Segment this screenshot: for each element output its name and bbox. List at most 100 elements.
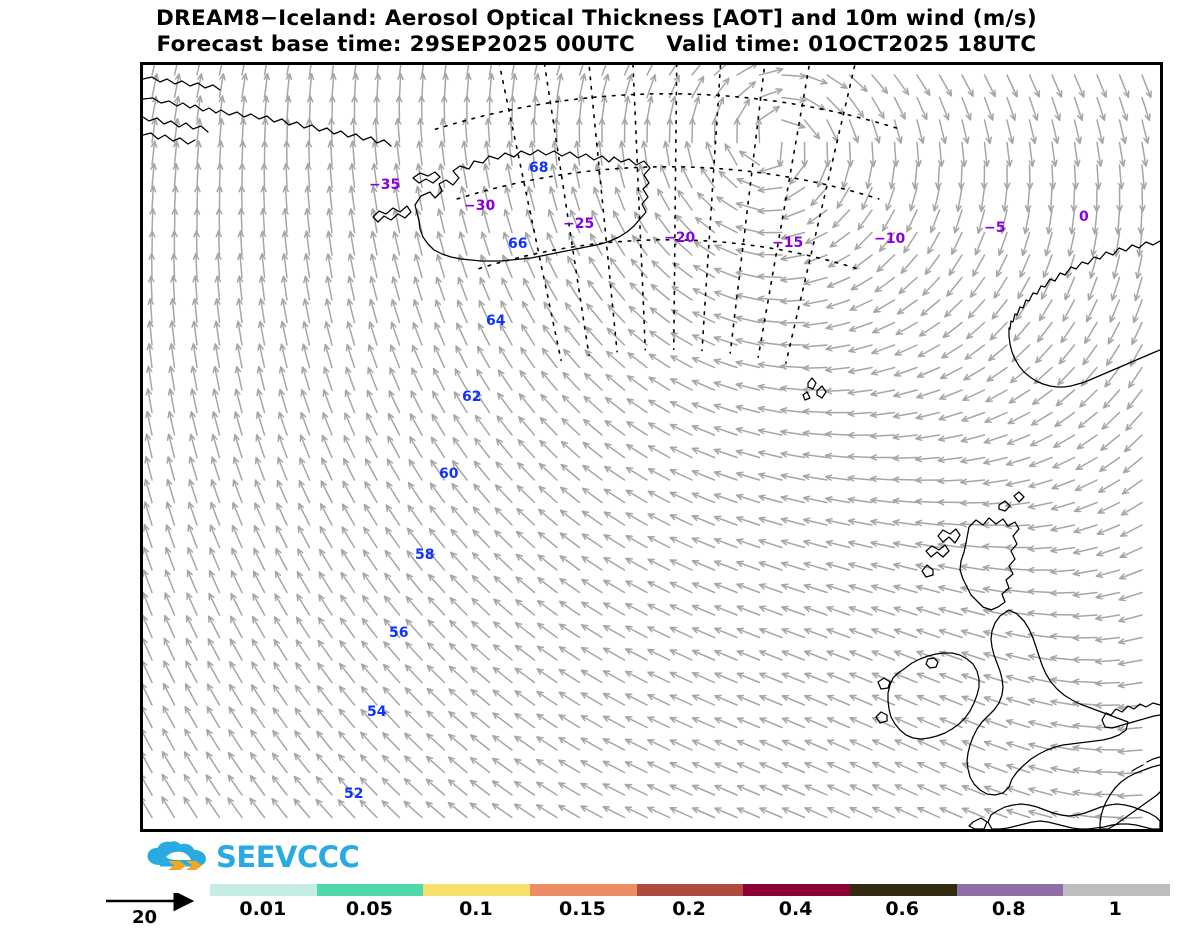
aot-band-0.01[interactable] <box>210 884 317 896</box>
wind-arrow <box>514 690 536 706</box>
wind-arrow <box>162 705 176 729</box>
wind-arrow <box>870 540 896 549</box>
wind-arrow <box>580 737 603 751</box>
aot-band-0.15[interactable] <box>530 884 637 896</box>
aot-band-1[interactable] <box>1063 884 1171 896</box>
wind-arrow <box>143 729 153 751</box>
wind-arrow <box>425 755 446 774</box>
aot-band-0.2[interactable] <box>636 884 744 896</box>
wind-arrow <box>669 626 693 639</box>
wind-arrow <box>144 455 153 481</box>
wind-arrow <box>518 393 536 414</box>
wind-arrow <box>430 459 446 481</box>
wind-arrow <box>927 231 941 255</box>
wind-arrow <box>1050 810 1076 819</box>
wind-arrow <box>626 421 648 436</box>
wind-arrow <box>596 140 604 166</box>
wind-arrow <box>582 464 603 481</box>
aot-band-0.8[interactable] <box>956 884 1064 896</box>
wind-arrow <box>229 661 243 684</box>
wind-arrow <box>865 164 873 190</box>
wind-arrow <box>691 604 716 616</box>
wind-arrow <box>713 65 731 76</box>
wind-arrow <box>892 411 918 420</box>
wind-arrow <box>338 685 356 706</box>
wind-arrow <box>212 365 221 391</box>
wind-arrow <box>780 473 806 481</box>
wind-arrow <box>959 478 986 486</box>
wind-arrow <box>166 478 176 504</box>
wind-arrow <box>427 573 446 594</box>
wind-arrow <box>691 784 716 796</box>
wind-arrow <box>826 807 851 819</box>
wind-arrow <box>601 65 607 76</box>
wind-arrow <box>1109 299 1121 323</box>
wind-arrow <box>894 344 918 356</box>
wind-arrow <box>491 780 513 796</box>
wind-arrow <box>412 321 423 346</box>
wind-arrow <box>384 549 401 571</box>
wind-arrow <box>758 88 783 99</box>
wind-arrow <box>895 321 918 336</box>
wind-arrow <box>280 320 288 346</box>
wind-arrow <box>705 141 716 166</box>
wind-arrow <box>320 480 333 504</box>
wind-arrow <box>938 119 948 145</box>
wind-arrow <box>471 574 491 594</box>
wind-arrow <box>736 762 761 774</box>
wind-arrow <box>558 782 581 796</box>
wind-arrow <box>343 435 356 459</box>
aot-band-0.4[interactable] <box>743 884 851 896</box>
wind-arrow <box>1101 411 1121 430</box>
wind-arrow <box>802 451 828 459</box>
wind-arrow <box>603 488 626 504</box>
wind-arrow <box>691 717 716 729</box>
wind-arrow <box>495 438 513 459</box>
wind-arrow <box>273 638 288 661</box>
wind-arrow <box>361 617 378 639</box>
wind-arrow <box>983 718 1008 729</box>
wind-arrow <box>826 276 851 288</box>
wind-arrow <box>304 162 312 189</box>
wind-arrow <box>983 785 1008 796</box>
aot-colorbar[interactable] <box>210 884 1171 896</box>
wind-arrow <box>389 344 401 369</box>
wind-arrow <box>190 365 198 391</box>
aot-band-0.1[interactable] <box>423 884 531 896</box>
wind-arrow <box>433 344 446 369</box>
wind-arrow <box>538 462 558 481</box>
wind-arrow <box>738 150 761 166</box>
wind-arrow <box>892 433 918 441</box>
wind-arrow <box>961 96 972 121</box>
wind-arrow <box>300 411 311 436</box>
wind-arrow <box>713 425 738 436</box>
wind-arrow <box>804 694 828 706</box>
wind-arrow <box>1096 119 1105 145</box>
wind-arrow <box>465 72 472 99</box>
wind-arrow <box>281 230 289 256</box>
wind-arrow <box>1141 141 1149 167</box>
colorbar-tick-label: 1 <box>1108 898 1122 920</box>
map-plot-area[interactable]: {} <box>140 62 1163 832</box>
wind-arrow <box>849 694 873 706</box>
wind-arrow <box>960 456 986 464</box>
wind-arrow <box>628 305 648 324</box>
wind-arrow <box>536 599 558 616</box>
wind-arrow <box>684 140 693 166</box>
wind-arrow <box>1105 344 1121 367</box>
wind-arrow <box>360 731 378 751</box>
wind-arrow <box>582 441 603 459</box>
wind-arrow <box>510 72 518 99</box>
wind-arrow <box>603 465 626 481</box>
wind-arrow <box>736 784 761 796</box>
aot-band-0.05[interactable] <box>316 884 424 896</box>
wind-arrow <box>1049 633 1076 640</box>
wind-arrow <box>625 489 648 504</box>
wind-arrow <box>735 315 761 324</box>
wind-arrow <box>781 739 806 751</box>
wind-arrow <box>395 95 403 121</box>
wind-arrow <box>758 561 783 571</box>
wind-arrow <box>276 502 288 526</box>
aot-band-0.6[interactable] <box>850 884 957 896</box>
wind-arrow <box>647 761 671 774</box>
